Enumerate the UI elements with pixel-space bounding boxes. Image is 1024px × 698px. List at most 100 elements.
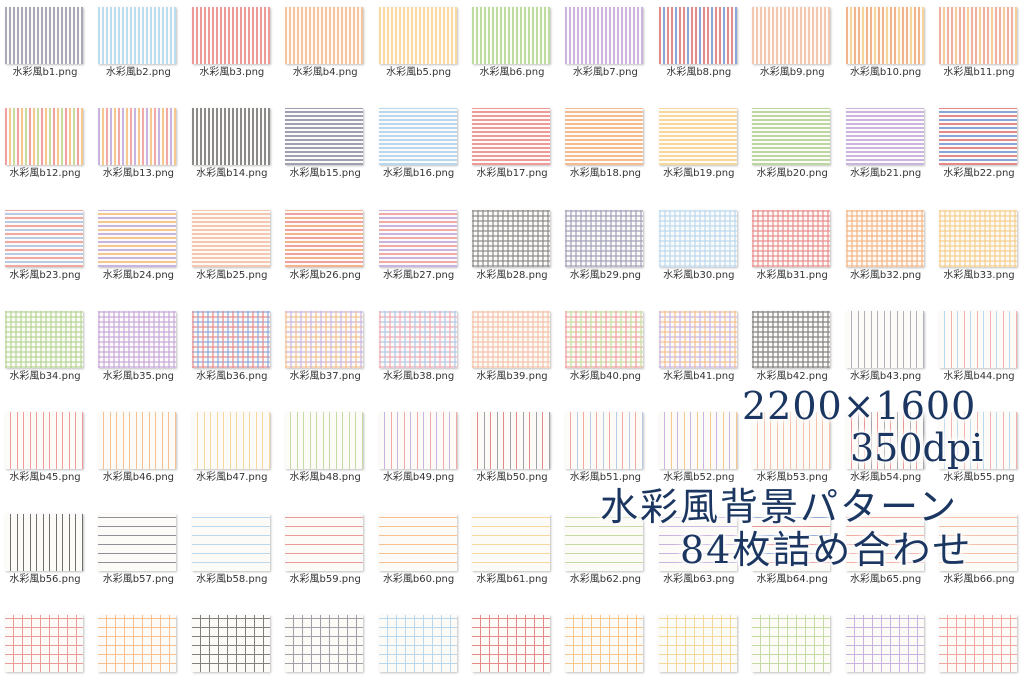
file-item[interactable]: 水彩風b63.png (654, 507, 744, 597)
file-name-label: 水彩風b19.png (663, 168, 735, 180)
file-item[interactable]: 水彩風b42.png (747, 304, 837, 394)
file-item[interactable] (0, 608, 90, 698)
file-item[interactable]: 水彩風b60.png (374, 507, 464, 597)
file-name-label: 水彩風b33.png (943, 269, 1015, 281)
file-thumbnail (845, 7, 924, 64)
file-item[interactable]: 水彩風b51.png (560, 405, 650, 495)
file-item[interactable]: 水彩風b9.png (747, 0, 837, 90)
file-item[interactable] (93, 608, 183, 698)
file-name-label: 水彩風b3.png (199, 67, 265, 78)
file-item[interactable]: 水彩風b59.png (280, 507, 370, 597)
file-item[interactable]: 水彩風b38.png (374, 304, 464, 394)
file-item[interactable]: 水彩風b20.png (747, 101, 837, 191)
file-thumbnail (565, 614, 644, 672)
file-item[interactable]: 水彩風b53.png (747, 405, 837, 495)
file-item[interactable]: 水彩風b14.png (187, 101, 277, 191)
file-item[interactable]: 水彩風b46.png (93, 405, 183, 495)
file-item[interactable]: 水彩風b25.png (187, 203, 277, 293)
file-item[interactable]: 水彩風b10.png (841, 0, 931, 90)
file-item[interactable]: 水彩風b15.png (280, 101, 370, 191)
file-item[interactable]: 水彩風b11.png (934, 0, 1024, 90)
file-item[interactable]: 水彩風b36.png (187, 304, 277, 394)
file-item[interactable]: 水彩風b41.png (654, 304, 744, 394)
file-item[interactable] (467, 608, 557, 698)
file-item[interactable]: 水彩風b21.png (841, 101, 931, 191)
file-item[interactable]: 水彩風b1.png (0, 0, 90, 90)
file-item[interactable]: 水彩風b33.png (934, 203, 1024, 293)
file-item[interactable]: 水彩風b19.png (654, 101, 744, 191)
file-item[interactable]: 水彩風b43.png (841, 304, 931, 394)
file-name-label: 水彩風b8.png (666, 67, 732, 78)
file-item[interactable]: 水彩風b16.png (374, 101, 464, 191)
file-item[interactable]: 水彩風b49.png (374, 405, 464, 495)
file-item[interactable] (841, 608, 931, 698)
file-thumbnail (472, 310, 550, 368)
file-item[interactable]: 水彩風b6.png (467, 0, 557, 90)
file-thumbnail (98, 7, 177, 64)
file-item[interactable]: 水彩風b32.png (841, 203, 931, 293)
file-item[interactable] (374, 608, 464, 698)
file-thumbnail (285, 412, 364, 470)
file-item[interactable]: 水彩風b54.png (841, 405, 931, 495)
file-item[interactable]: 水彩風b13.png (93, 101, 183, 191)
file-item[interactable]: 水彩風b18.png (560, 101, 650, 191)
file-item[interactable]: 水彩風b4.png (280, 0, 370, 90)
file-item[interactable]: 水彩風b52.png (654, 405, 744, 495)
file-item[interactable]: 水彩風b35.png (93, 304, 183, 394)
file-thumbnail (378, 7, 457, 64)
file-thumbnail (939, 209, 1017, 267)
file-item[interactable]: 水彩風b34.png (0, 304, 90, 394)
file-item[interactable] (560, 608, 650, 698)
file-item[interactable]: 水彩風b27.png (374, 203, 464, 293)
file-item[interactable]: 水彩風b40.png (560, 304, 650, 394)
file-item[interactable]: 水彩風b39.png (467, 304, 557, 394)
file-item[interactable] (747, 608, 837, 698)
file-item[interactable]: 水彩風b17.png (467, 101, 557, 191)
file-item[interactable]: 水彩風b56.png (0, 507, 90, 597)
file-name-label: 水彩風b44.png (943, 370, 1015, 382)
file-item[interactable]: 水彩風b12.png (0, 101, 90, 191)
file-item[interactable]: 水彩風b45.png (0, 405, 90, 495)
file-item[interactable]: 水彩風b61.png (467, 507, 557, 597)
file-name-label: 水彩風b37.png (289, 370, 361, 382)
file-thumbnail (378, 614, 457, 672)
file-item[interactable]: 水彩風b28.png (467, 203, 557, 293)
file-name-label: 水彩風b12.png (9, 168, 81, 180)
file-item[interactable]: 水彩風b3.png (187, 0, 277, 90)
file-item[interactable]: 水彩風b64.png (747, 507, 837, 597)
file-item[interactable]: 水彩風b62.png (560, 507, 650, 597)
file-item[interactable]: 水彩風b37.png (280, 304, 370, 394)
file-item[interactable]: 水彩風b65.png (841, 507, 931, 597)
file-item[interactable]: 水彩風b58.png (187, 507, 277, 597)
file-item[interactable]: 水彩風b47.png (187, 405, 277, 495)
file-name-label: 水彩風b51.png (569, 472, 642, 484)
file-name-label: 水彩風b48.png (289, 472, 361, 484)
file-item[interactable]: 水彩風b29.png (560, 203, 650, 293)
file-name-label: 水彩風b5.png (386, 67, 452, 78)
file-item[interactable]: 水彩風b50.png (467, 405, 557, 495)
file-thumbnail (472, 7, 550, 64)
file-item[interactable]: 水彩風b26.png (280, 203, 370, 293)
file-item[interactable]: 水彩風b2.png (93, 0, 183, 90)
file-item[interactable]: 水彩風b8.png (654, 0, 744, 90)
file-item[interactable]: 水彩風b66.png (934, 507, 1024, 597)
file-item[interactable]: 水彩風b5.png (374, 0, 464, 90)
file-item[interactable]: 水彩風b24.png (93, 203, 183, 293)
file-thumbnail (845, 412, 924, 470)
file-item[interactable]: 水彩風b48.png (280, 405, 370, 495)
file-item[interactable]: 水彩風b55.png (934, 405, 1024, 495)
file-item[interactable] (934, 608, 1024, 698)
file-thumbnail (658, 108, 737, 166)
file-item[interactable]: 水彩風b7.png (560, 0, 650, 90)
file-item[interactable] (280, 608, 370, 698)
file-thumbnail (285, 108, 364, 166)
file-item[interactable]: 水彩風b31.png (747, 203, 837, 293)
file-name-label: 水彩風b13.png (102, 168, 175, 180)
file-item[interactable]: 水彩風b44.png (934, 304, 1024, 394)
file-item[interactable]: 水彩風b23.png (0, 203, 90, 293)
file-item[interactable] (187, 608, 277, 698)
file-item[interactable]: 水彩風b30.png (654, 203, 744, 293)
file-item[interactable]: 水彩風b57.png (93, 507, 183, 597)
file-item[interactable] (654, 608, 744, 698)
file-item[interactable]: 水彩風b22.png (934, 101, 1024, 191)
